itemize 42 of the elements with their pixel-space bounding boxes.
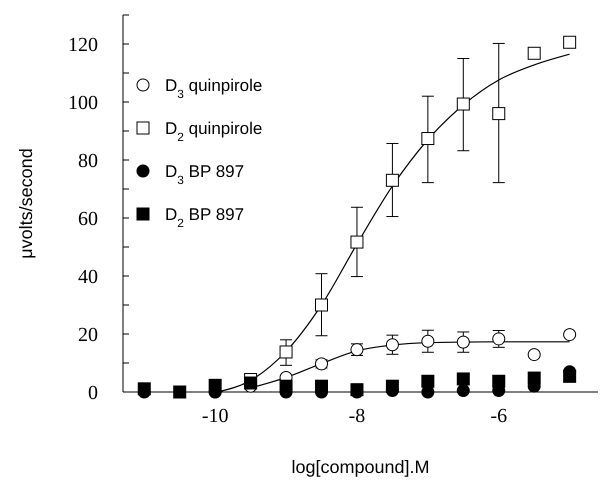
- point: [456, 384, 470, 398]
- legend-label: D$_{3}$ BP 897: [165, 162, 244, 187]
- point: [386, 338, 399, 352]
- point: [492, 332, 506, 346]
- point: [421, 374, 434, 388]
- point: [280, 345, 293, 358]
- y-tick-label: 60: [78, 208, 98, 230]
- y-tick-label: 0: [88, 382, 98, 404]
- point: [315, 380, 328, 393]
- y-tick-label: 20: [78, 324, 98, 346]
- point: [528, 372, 541, 385]
- legend-label: D$_{2}$ quinpirole: [165, 118, 262, 144]
- point: [244, 376, 258, 390]
- point: [208, 378, 222, 392]
- point: [421, 334, 434, 348]
- y-tick-label: 100: [68, 92, 98, 114]
- point: [528, 46, 541, 60]
- x-tick-label: -8: [348, 405, 366, 427]
- point: [456, 98, 470, 111]
- legend-label: D$_{2}$ BP 897: [165, 204, 244, 230]
- point: [280, 380, 293, 393]
- point: [563, 36, 576, 49]
- point: [456, 372, 470, 386]
- point: [386, 380, 399, 393]
- point: [492, 107, 506, 120]
- point: [492, 374, 506, 388]
- legend-label: D$_{3}$ quinpirole: [165, 76, 262, 101]
- point: [173, 386, 186, 398]
- point: [138, 382, 151, 396]
- point: [386, 174, 399, 187]
- point: [350, 236, 364, 249]
- point: [315, 298, 328, 312]
- point: [456, 336, 470, 349]
- x-axis-title: log[compound].M: [291, 457, 430, 477]
- point: [563, 370, 576, 383]
- y-tick-label: 80: [78, 150, 98, 172]
- y-tick-label: 120: [68, 34, 98, 56]
- y-tick-label: 40: [78, 266, 98, 288]
- x-tick-label: -10: [202, 405, 228, 427]
- y-axis-title: μvolts/second: [16, 148, 36, 259]
- x-tick-label: -6: [490, 405, 508, 427]
- point: [421, 132, 434, 146]
